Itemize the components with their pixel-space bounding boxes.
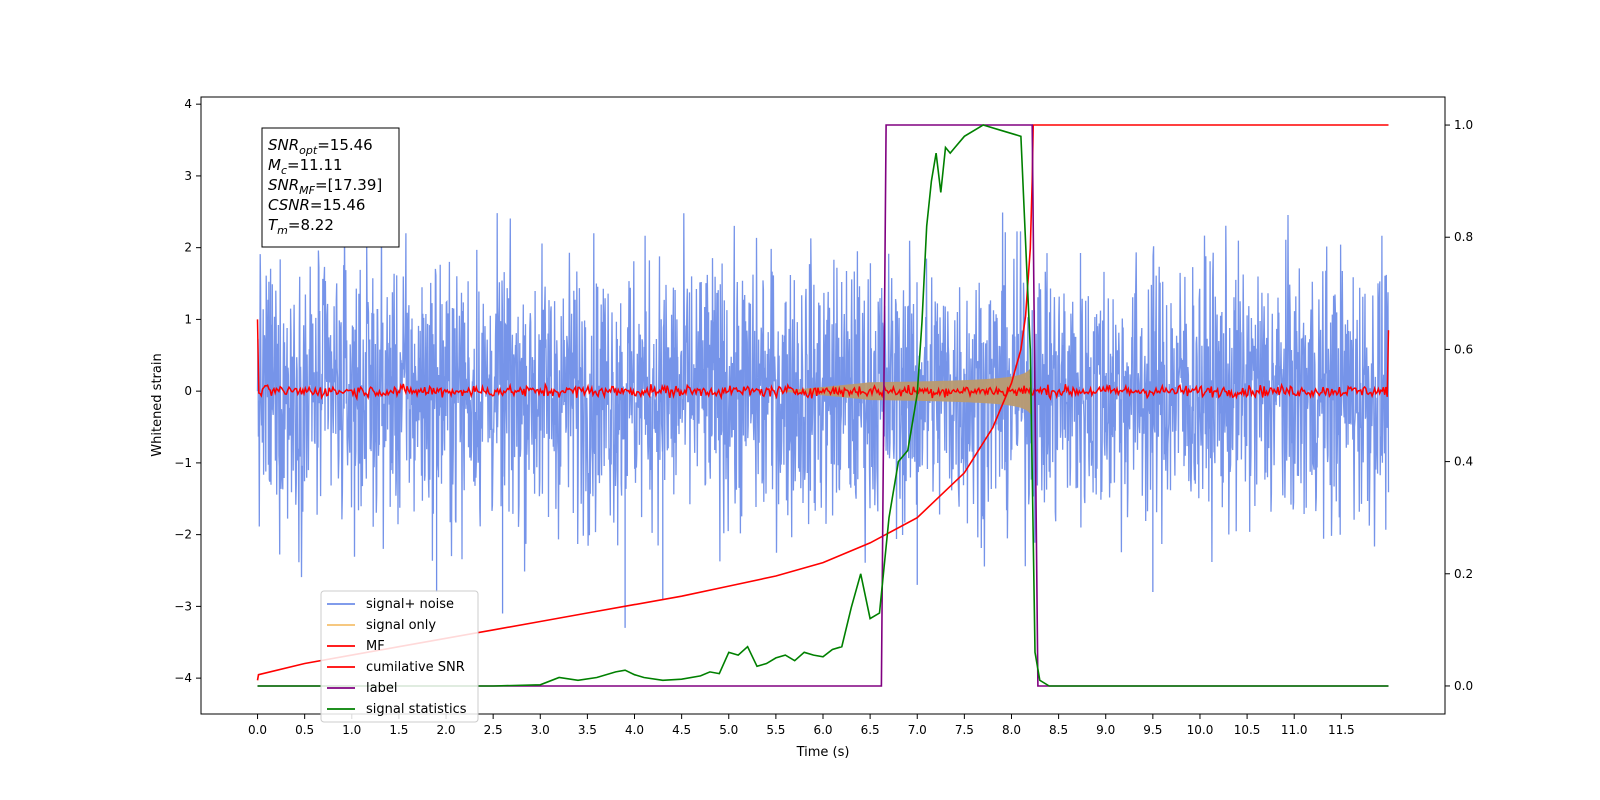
x-tick-label: 5.0 <box>719 723 738 737</box>
y-tick-label: 1 <box>184 312 192 326</box>
annotation-line: SNRopt=15.46 <box>268 136 373 157</box>
x-tick-label: 11.0 <box>1281 723 1308 737</box>
annotation-subscript: opt <box>299 144 318 157</box>
annotation-value: =11.11 <box>287 156 343 174</box>
series-signal-noise <box>256 212 1390 578</box>
legend-entry: MF <box>366 639 385 654</box>
y-axis-right: 0.0 0.2 0.4 0.6 0.8 1.0 <box>1445 118 1473 693</box>
annotation-subscript: MF <box>299 184 315 197</box>
annotation-frame <box>261 127 400 248</box>
x-axis: 0.0 0.5 1.0 1.5 2.0 2.5 3.0 3.5 4.0 4.5 5.0 5.5 6.0 6… <box>248 714 1355 737</box>
annotation-line: Mc=11.11 <box>268 156 343 177</box>
x-tick-label: 0.0 <box>248 723 267 737</box>
y2-tick-label: 0.8 <box>1454 230 1473 244</box>
x-tick-label: 10.0 <box>1187 723 1214 737</box>
y-tick-label: −4 <box>174 671 192 685</box>
y-tick-label: 2 <box>184 241 192 255</box>
y-tick-label: −1 <box>174 456 192 470</box>
annotation-symbol: CSNR <box>268 196 310 214</box>
x-tick-label: 4.0 <box>625 723 644 737</box>
y2-tick-label: 0.6 <box>1454 342 1473 356</box>
annotation-value: =8.22 <box>288 216 334 234</box>
x-tick-label: 4.5 <box>672 723 691 737</box>
y2-tick-label: 0.4 <box>1454 455 1473 469</box>
x-tick-label: 2.0 <box>436 723 455 737</box>
annotation-subscript: c <box>281 164 287 177</box>
y-tick-label: 3 <box>184 169 192 183</box>
x-axis-label: Time (s) <box>796 745 850 760</box>
legend-entry: signal statistics <box>366 702 467 717</box>
annotation-line: SNRMF=[17.39] <box>268 176 382 197</box>
legend-entry: cumilative SNR <box>366 660 465 675</box>
x-tick-label: 6.5 <box>861 723 880 737</box>
annotation-value: =15.46 <box>317 136 373 154</box>
x-tick-label: 0.5 <box>295 723 314 737</box>
x-tick-label: 7.0 <box>908 723 927 737</box>
annotation-symbol: T <box>268 216 279 234</box>
annotation-subscript: m <box>277 224 288 237</box>
x-tick-label: 6.0 <box>813 723 832 737</box>
x-tick-label: 2.5 <box>484 723 503 737</box>
y-tick-label: −3 <box>174 599 192 613</box>
x-tick-label: 11.5 <box>1328 723 1355 737</box>
series-mf <box>256 319 1390 402</box>
annotation-value: =15.46 <box>310 196 366 214</box>
annotation-line: CSNR=15.46 <box>268 196 365 214</box>
y-tick-label: 0 <box>184 384 192 398</box>
x-tick-label: 1.0 <box>342 723 361 737</box>
y2-tick-label: 1.0 <box>1454 118 1473 132</box>
x-tick-label: 3.5 <box>578 723 597 737</box>
y-axis-label: Whitened strain <box>150 353 165 456</box>
legend-entry: label <box>366 681 397 696</box>
x-tick-label: 3.0 <box>531 723 550 737</box>
legend-entry: signal only <box>366 618 436 633</box>
y-tick-label: −2 <box>174 528 192 542</box>
x-tick-label: 9.5 <box>1143 723 1162 737</box>
x-tick-label: 8.5 <box>1049 723 1068 737</box>
series-signal-statistics <box>257 124 1389 687</box>
annotation-line: Tm=8.22 <box>268 216 334 237</box>
y-axis-left: −4 −3 −2 −1 0 1 2 3 4 <box>174 97 201 685</box>
y2-tick-label: 0.2 <box>1454 567 1473 581</box>
y2-tick-label: 0.0 <box>1454 679 1473 693</box>
legend-entry: signal+ noise <box>366 597 454 612</box>
annotation-box: SNRopt=15.46Mc=11.11SNRMF=[17.39]CSNR=15… <box>261 127 400 248</box>
annotation-value: =[17.39] <box>315 176 382 194</box>
x-tick-label: 9.0 <box>1096 723 1115 737</box>
x-tick-label: 10.5 <box>1234 723 1261 737</box>
x-tick-label: 5.5 <box>766 723 785 737</box>
annotation-symbol: SNR <box>268 176 299 194</box>
x-tick-label: 1.5 <box>389 723 408 737</box>
x-tick-label: 7.5 <box>955 723 974 737</box>
y-tick-label: 4 <box>184 97 192 111</box>
annotation-symbol: M <box>268 156 281 174</box>
x-tick-label: 8.0 <box>1002 723 1021 737</box>
legend: signal+ noise signal only MF cumilative SNR… <box>320 590 479 723</box>
legend-frame <box>320 590 479 723</box>
annotation-symbol: SNR <box>268 136 299 154</box>
